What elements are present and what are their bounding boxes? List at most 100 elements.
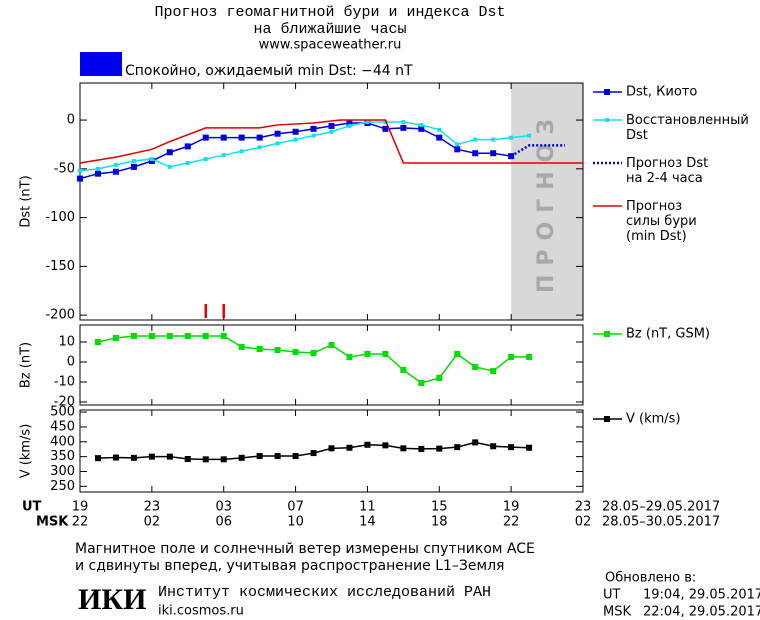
note: и сдвинуты вперед, учитывая распростране… [75,558,504,574]
point [185,160,190,165]
series-line [510,144,566,158]
point [472,439,479,446]
point [292,349,299,355]
y-tick-label: 350 [50,449,75,464]
forecast-label: ПРОГНОЗ [534,110,559,293]
point [202,134,209,141]
point [418,380,425,386]
y-tick-label: -50 [54,161,75,176]
y-tick-label: -100 [45,210,75,225]
point [275,141,280,146]
ut-label: UT [22,500,42,515]
point [274,130,281,137]
legend-marker [604,331,610,337]
y-tick-label: 300 [50,464,75,479]
point [382,351,389,357]
point [490,368,497,374]
point [166,333,173,339]
point [112,454,119,461]
point [292,128,299,135]
updated-msk: 22:04, 29.05.2017 [643,605,760,620]
point [292,453,299,460]
subtitle: на ближайшие часы [253,21,406,38]
point [184,143,191,150]
logo: ИКИ [78,583,146,616]
point [437,127,442,132]
point [203,157,208,162]
point [508,444,515,451]
legend-label: Dst, Киото [626,85,697,100]
point [95,166,100,171]
legend-marker [604,416,610,422]
point [202,333,209,339]
x-tick-label-msk: 02 [144,515,161,530]
point [328,445,335,452]
point [491,137,496,142]
point [220,134,227,141]
point [436,445,443,452]
x-tick-label-msk: 14 [359,515,376,530]
point [94,455,101,462]
x-tick-label: 11 [359,500,376,515]
point [328,122,335,129]
point [257,145,262,150]
plot-frame [79,324,584,406]
point [365,120,370,125]
title: Прогноз геомагнитной бури и индекса Dst [154,4,505,21]
point [130,333,137,339]
point [239,149,244,154]
point [328,342,335,348]
y-tick-label: 250 [50,479,75,494]
x-tick-label: 03 [215,500,232,515]
legend-marker [604,89,610,95]
x-tick-label: 23 [144,500,161,515]
point [347,123,352,128]
x-tick-label-msk: 02 [575,515,592,530]
ut-range: 28.05–29.05.2017 [602,500,720,515]
point [436,134,443,141]
point [238,344,245,350]
point [364,441,371,448]
point [130,163,137,170]
series-line [97,335,530,384]
point [238,134,245,141]
point [131,159,136,164]
y-tick-label: -200 [45,308,75,323]
point [490,150,497,157]
x-tick-label-msk: 10 [287,515,304,530]
legend-marker [605,118,609,122]
point [77,175,83,182]
y-tick-label: -150 [45,259,75,274]
status-text: Спокойно, ожидаемый min Dst: −44 nT [125,63,413,79]
plot-frame [79,82,584,321]
x-tick-label-msk: 06 [215,515,232,530]
point [364,351,371,357]
series-line [79,119,583,164]
updated: Обновлено в: [605,571,696,586]
point [220,333,227,339]
point [256,453,263,460]
plot-frame [79,409,584,493]
y-tick-label: 450 [50,419,75,434]
point [78,168,82,173]
y-tick-label: -20 [54,395,75,410]
point [167,164,172,169]
point [527,133,532,138]
point [472,364,479,370]
point [490,443,497,450]
point [184,333,191,339]
point [472,150,479,157]
legend-label: Прогноз Dst на 2-4 часа [626,156,708,186]
x-tick-label: 07 [287,500,304,515]
point [184,456,191,463]
x-tick-label: 19 [503,500,520,515]
status-box [80,52,122,76]
y-tick-label: 0 [67,113,75,128]
y-tick-label: 400 [50,434,75,449]
point [401,120,406,125]
point [382,442,389,449]
point [382,125,389,132]
y-tick-label: -10 [54,375,75,390]
point [149,157,154,162]
